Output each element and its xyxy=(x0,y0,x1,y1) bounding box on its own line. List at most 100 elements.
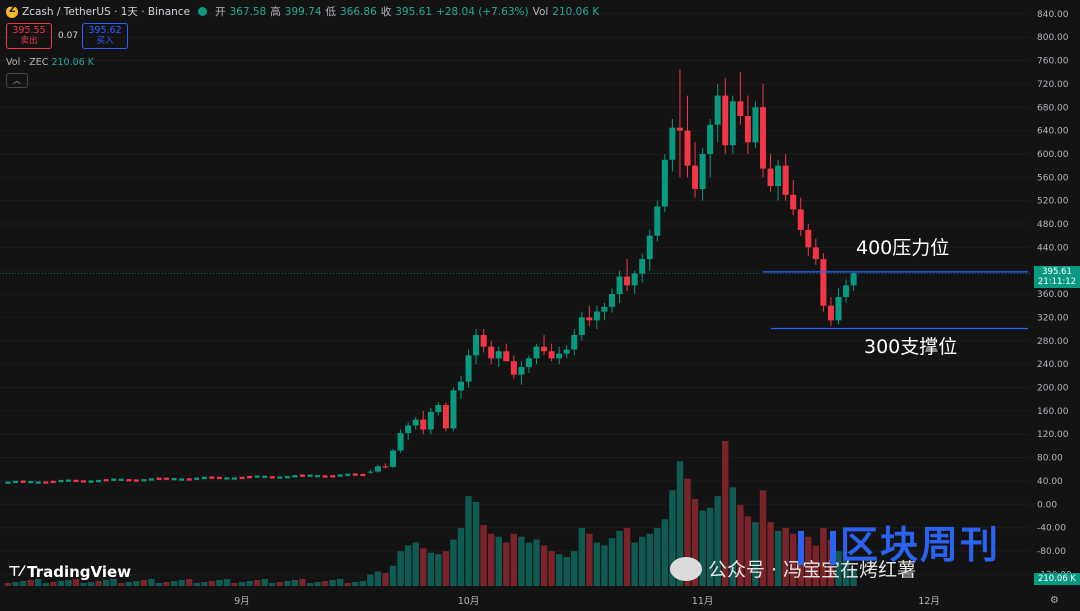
collapse-legend-button[interactable]: ︿ xyxy=(6,73,28,88)
flat-candle xyxy=(35,481,41,484)
candle-body xyxy=(835,297,842,321)
candle-body xyxy=(450,390,457,429)
flat-candle xyxy=(315,474,321,478)
flat-candle xyxy=(5,481,11,484)
volume-bar xyxy=(140,580,148,586)
volume-bar xyxy=(344,583,351,586)
volume-bar xyxy=(729,487,736,586)
candle-body xyxy=(533,346,540,359)
wechat-account-text: 公众号 · 冯宝宝在烤红薯 xyxy=(708,559,917,581)
candle-body xyxy=(488,346,495,359)
spread-value: 0.07 xyxy=(58,31,79,41)
y-tick-label: 240.00 xyxy=(1037,360,1069,370)
flat-candle xyxy=(345,473,351,476)
candle-body xyxy=(495,351,502,359)
vol-value: 210.06 K xyxy=(552,5,600,18)
volume-bar xyxy=(102,580,110,586)
volume-bar xyxy=(201,582,208,586)
volume-legend: Vol · ZEC 210.06 K xyxy=(6,57,94,68)
brand-watermark-text: 区块周刊 xyxy=(840,523,1001,567)
volume-bar xyxy=(480,525,487,586)
volume-bar xyxy=(291,580,299,586)
volume-bar xyxy=(427,552,434,586)
flat-candle xyxy=(73,479,79,483)
volume-bar xyxy=(163,582,170,586)
volume-bar xyxy=(269,583,276,586)
high-value: 399.74 xyxy=(284,5,322,18)
candle-body xyxy=(412,419,419,426)
volume-bar xyxy=(850,568,857,586)
volume-bar xyxy=(495,536,502,586)
candle-body xyxy=(586,317,593,321)
resistance-annotation: 400压力位 xyxy=(856,237,950,259)
volume-bar xyxy=(382,572,389,586)
candle-body xyxy=(631,273,638,286)
x-tick-label: 11月 xyxy=(692,596,714,607)
candle-body xyxy=(367,471,374,473)
flat-candle xyxy=(360,473,366,477)
volume-bar xyxy=(65,580,72,586)
sell-button[interactable]: 395.55 卖出 xyxy=(6,23,52,49)
y-tick-label: 760.00 xyxy=(1037,57,1069,67)
wechat-watermark: 公众号 · 冯宝宝在烤红薯 xyxy=(670,555,916,582)
volume-bar xyxy=(276,582,283,586)
candle-body xyxy=(442,405,449,429)
flat-candle xyxy=(58,479,64,483)
candle-body xyxy=(850,273,857,286)
volume-bar xyxy=(669,490,676,586)
sell-label: 卖出 xyxy=(20,36,38,46)
x-tick-label: 9月 xyxy=(234,596,250,607)
volume-bar xyxy=(676,461,684,586)
flat-candle xyxy=(141,479,147,482)
volume-bar xyxy=(646,533,653,586)
volume-bar xyxy=(284,581,291,586)
y-tick-label: 600.00 xyxy=(1037,150,1069,160)
y-tick-label: 440.00 xyxy=(1037,243,1069,253)
symbol-title[interactable]: Zcash / TetherUS · 1天 · Binance xyxy=(22,6,191,18)
candle-body xyxy=(548,351,555,359)
y-tick-label: 800.00 xyxy=(1037,33,1069,43)
y-tick-label: 480.00 xyxy=(1037,220,1069,230)
y-tick-label: 360.00 xyxy=(1037,290,1069,300)
volume-bar xyxy=(533,539,540,586)
volume-bar xyxy=(737,504,744,586)
flat-candle xyxy=(111,478,117,481)
tradingview-logo[interactable]: ⊤⁄ TradingView xyxy=(8,563,131,581)
candle-body xyxy=(374,466,381,472)
low-label: 低 xyxy=(325,6,337,18)
x-tick-label: 12月 xyxy=(918,596,940,607)
candle-body xyxy=(737,101,744,117)
volume-bar xyxy=(110,579,117,586)
volume-bar xyxy=(767,522,774,586)
candle-body xyxy=(760,107,766,169)
y-tick-label: -80.00 xyxy=(1037,547,1066,557)
candle-body xyxy=(541,346,548,352)
volume-bar xyxy=(155,583,163,586)
flat-candle xyxy=(65,479,71,482)
flat-candle xyxy=(50,480,56,484)
volume-bar xyxy=(133,581,140,586)
volume-bar xyxy=(261,579,268,586)
volume-bar xyxy=(208,581,216,586)
volume-bar xyxy=(555,554,563,586)
flat-candle xyxy=(88,480,94,483)
volume-bar xyxy=(548,551,555,586)
volume-bar xyxy=(148,579,155,586)
tradingview-logo-text: TradingView xyxy=(27,563,132,581)
y-tick-label: 840.00 xyxy=(1037,10,1069,20)
candle-body xyxy=(812,247,819,260)
volume-bar xyxy=(4,583,12,586)
volume-bar xyxy=(125,582,132,586)
vol-label: Vol xyxy=(532,5,549,18)
volume-bar xyxy=(510,533,518,586)
candle-body xyxy=(397,433,404,451)
y-tick-label: 40.00 xyxy=(1037,477,1063,487)
candle-body xyxy=(797,209,804,230)
buy-button[interactable]: 395.62 买入 xyxy=(82,23,128,49)
candle-body xyxy=(480,334,487,347)
flat-candle xyxy=(292,475,298,478)
flat-candle xyxy=(81,480,86,483)
chart-header: Zcash / TetherUS · 1天 · Binance 开367.58 … xyxy=(6,4,599,19)
settings-icon[interactable]: ⚙ xyxy=(1050,595,1059,606)
candle-body xyxy=(503,351,510,362)
